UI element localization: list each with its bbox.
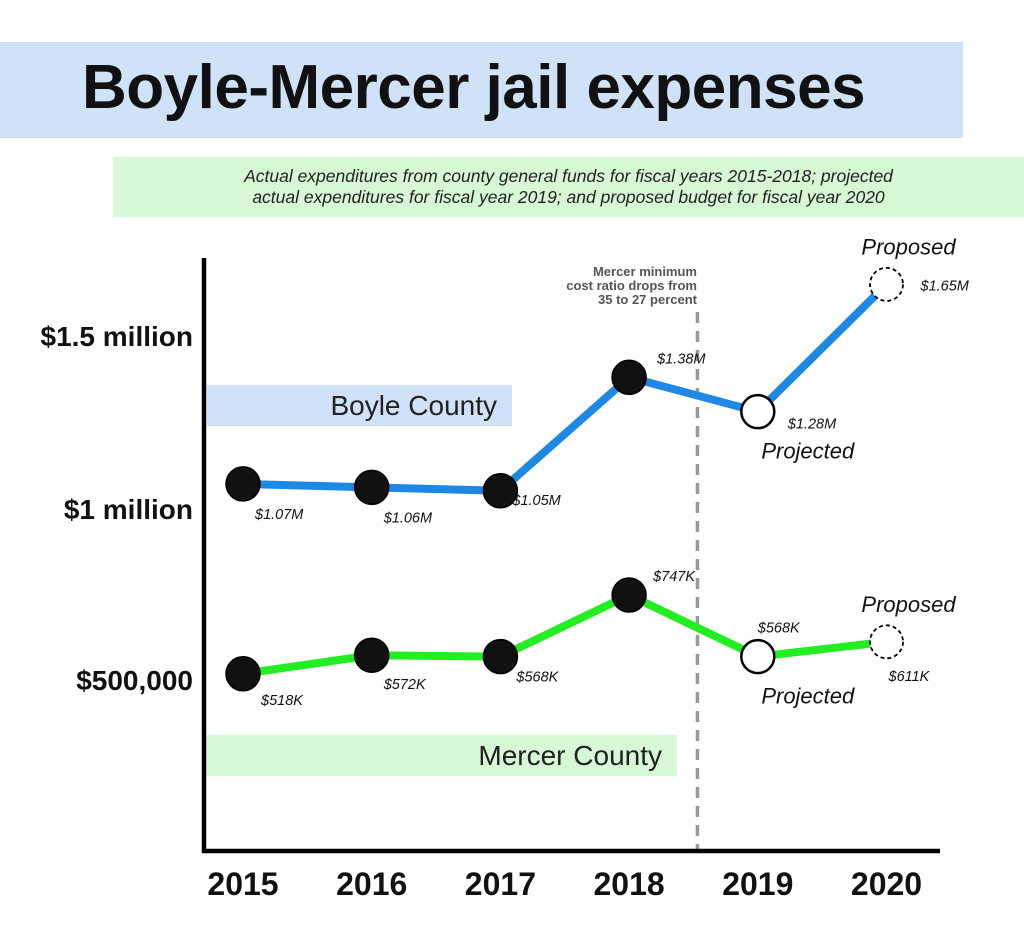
series-label-boyle-county: Boyle County <box>330 390 497 421</box>
data-label-mercer-county-2015: $518K <box>260 693 304 709</box>
projected-label-mercer-county: Projected <box>761 684 855 709</box>
y-tick-label-1000000: $1 million <box>63 494 193 525</box>
series-label-box-boyle-county <box>207 385 512 426</box>
marker-mercer-county-2019 <box>740 638 776 675</box>
proposed-label-boyle-county: Proposed <box>861 234 956 259</box>
title-band <box>0 42 963 138</box>
marker-boyle-county-2017 <box>482 473 519 509</box>
x-tick-label-2018: 2018 <box>594 866 665 902</box>
marker-boyle-county-2016 <box>353 469 390 506</box>
marker-boyle-county-2015 <box>225 466 261 502</box>
series-line-boyle-county <box>242 281 890 495</box>
marker-mercer-county-2020 <box>869 624 904 660</box>
data-label-mercer-county-2016: $572K <box>383 677 427 693</box>
marker-boyle-county-2018 <box>611 359 647 396</box>
y-tick-label-500000: $500,000 <box>76 665 193 696</box>
x-tick-label-2015: 2015 <box>207 866 278 902</box>
projected-label-boyle-county: Projected <box>761 439 855 464</box>
data-label-boyle-county-2018: $1.38M <box>656 351 706 367</box>
subtitle-line-2: actual expenditures for fiscal year 2019… <box>252 187 885 207</box>
series-label-mercer-county: Mercer County <box>478 740 662 771</box>
y-tick-label-1500000: $1.5 million <box>40 321 194 352</box>
data-label-boyle-county-2016: $1.06M <box>383 510 433 526</box>
data-label-boyle-county-2019: $1.28M <box>787 417 837 433</box>
proposed-label-mercer-county: Proposed <box>861 592 956 617</box>
data-label-mercer-county-2018: $747K <box>652 569 696 585</box>
chart-title: Boyle-Mercer jail expenses <box>82 53 866 122</box>
data-label-mercer-county-2019: $568K <box>757 621 801 637</box>
marker-boyle-county-2020 <box>869 266 904 302</box>
chart-subtitle: Actual expenditures from county general … <box>113 166 1024 208</box>
annotation-text-line-3: 35 to 27 percent <box>598 292 698 307</box>
marker-mercer-county-2017 <box>482 638 519 675</box>
x-tick-label-2017: 2017 <box>465 866 536 902</box>
annotation-text-line-2: cost ratio drops from <box>566 278 697 293</box>
data-label-boyle-county-2015: $1.07M <box>254 507 304 523</box>
data-label-mercer-county-2017: $568K <box>515 670 559 686</box>
marker-mercer-county-2018 <box>611 577 647 613</box>
series-line-mercer-county <box>242 591 887 678</box>
series-label-box-mercer-county <box>207 735 677 776</box>
subtitle-line-1: Actual expenditures from county general … <box>244 166 893 186</box>
x-tick-label-2016: 2016 <box>336 866 407 902</box>
data-label-boyle-county-2017: $1.05M <box>511 493 561 509</box>
data-label-boyle-county-2020: $1.65M <box>920 278 970 294</box>
marker-boyle-county-2019 <box>740 393 776 430</box>
marker-mercer-county-2016 <box>353 637 390 673</box>
data-label-mercer-county-2020: $611K <box>888 669 931 685</box>
x-tick-label-2019: 2019 <box>722 866 793 902</box>
x-tick-label-2020: 2020 <box>851 866 922 902</box>
annotation-text-line-1: Mercer minimum <box>593 264 697 279</box>
marker-mercer-county-2015 <box>225 656 261 692</box>
subtitle-band <box>113 157 1024 217</box>
